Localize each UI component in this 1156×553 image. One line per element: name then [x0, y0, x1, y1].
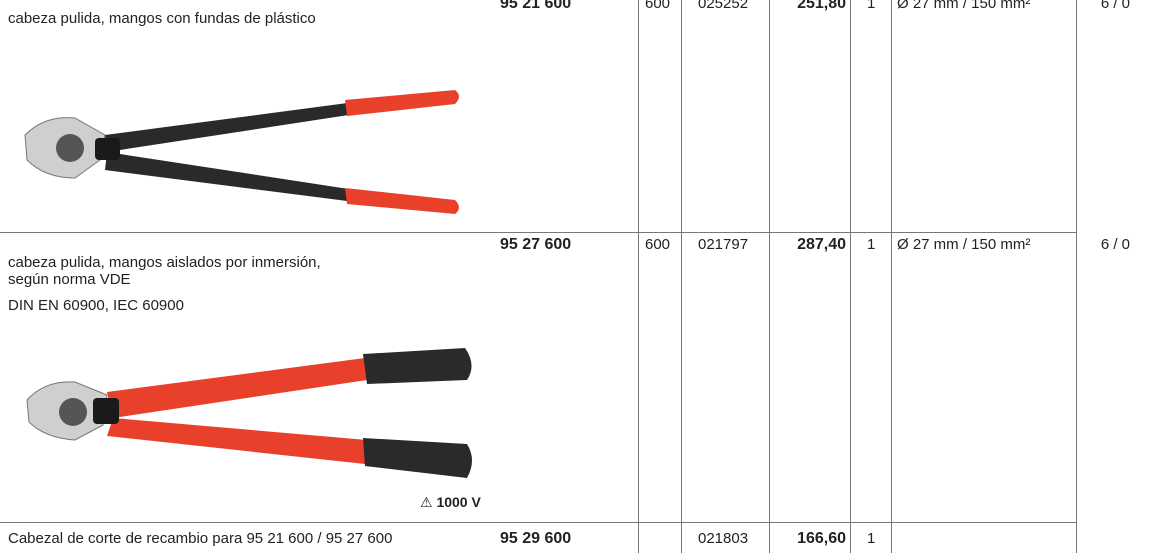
description: DIN EN 60900, IEC 60900 [8, 297, 184, 314]
voltage: 1000 V [436, 494, 481, 510]
row-line [0, 522, 1076, 523]
article-number: 95 21 600 [500, 0, 572, 12]
column-line [769, 0, 770, 553]
description: cabeza pulida, mangos con fundas de plás… [8, 10, 316, 27]
quantity: 1 [867, 236, 876, 253]
length: 600 [645, 236, 671, 253]
column-line [681, 0, 682, 553]
article-number: 95 29 600 [500, 530, 572, 547]
price: 251,80 [797, 0, 846, 12]
pack: 6 / 0 [1100, 0, 1130, 12]
description: cabeza pulida, mangos aislados por inmer… [8, 254, 321, 271]
quantity: 1 [867, 0, 876, 12]
ean: 025252 [698, 0, 749, 12]
column-line [638, 0, 639, 553]
article-number: 95 27 600 [500, 236, 572, 253]
ean: 021803 [698, 530, 749, 547]
column-line [891, 0, 892, 553]
description: según norma VDE [8, 271, 131, 288]
ean: 021797 [698, 236, 749, 253]
pack: 6 / 0 [1100, 236, 1130, 253]
column-line [850, 0, 851, 553]
voltage-label: ⚠ 1000 V [420, 494, 481, 510]
row-line [0, 232, 1076, 233]
length: 600 [645, 0, 671, 12]
price: 166,60 [797, 530, 846, 547]
tool-image [26, 348, 472, 478]
quantity: 1 [867, 530, 876, 547]
tool-image [24, 90, 459, 214]
price: 287,40 [797, 236, 846, 253]
capacity: Ø 27 mm / 150 mm² [897, 236, 1031, 253]
capacity: Ø 27 mm / 150 mm² [897, 0, 1031, 12]
column-line [1076, 0, 1077, 553]
description: Cabezal de corte de recambio para 95 21 … [8, 530, 393, 547]
